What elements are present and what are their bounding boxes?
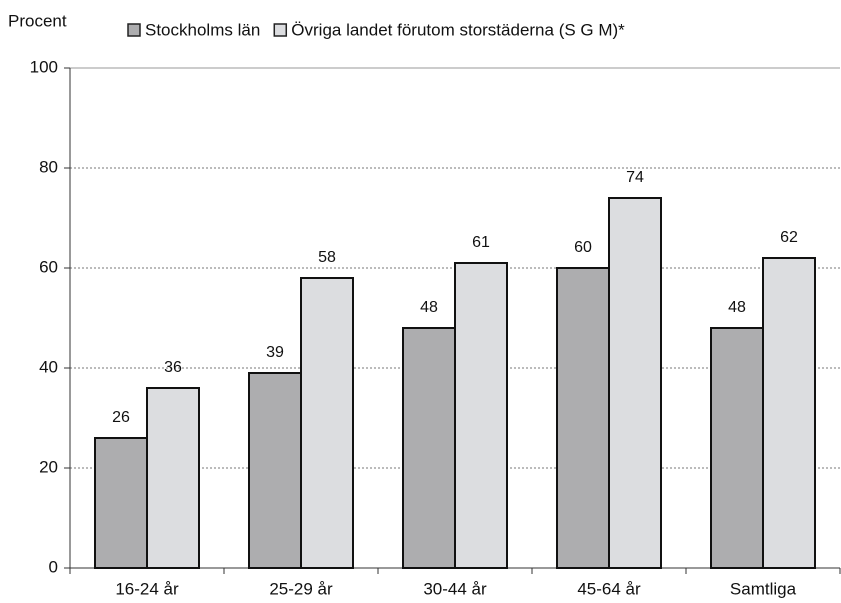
x-tick-label: 16-24 år xyxy=(115,579,179,598)
legend-swatch xyxy=(273,23,288,37)
bar xyxy=(710,327,764,569)
y-axis-label: Procent xyxy=(8,11,67,30)
legend-swatch xyxy=(127,23,141,37)
value-label: 26 xyxy=(112,409,130,426)
x-tick-label: 25-29 år xyxy=(269,579,333,598)
y-tick-label: 100 xyxy=(30,57,58,76)
value-label: 36 xyxy=(164,359,182,376)
y-tick-label: 60 xyxy=(39,257,58,276)
value-label: 62 xyxy=(780,229,798,246)
bar xyxy=(94,437,148,569)
legend-label: Övriga landet förutom storstäderna (S G … xyxy=(291,20,625,39)
bar xyxy=(454,262,508,569)
value-label: 60 xyxy=(574,239,592,256)
legend-label: Stockholms län xyxy=(145,20,260,39)
value-label: 48 xyxy=(728,299,746,316)
y-tick-label: 80 xyxy=(39,157,58,176)
y-tick-label: 40 xyxy=(39,357,58,376)
bar xyxy=(300,277,354,569)
bar xyxy=(146,387,200,569)
bar xyxy=(248,372,302,569)
bar xyxy=(762,257,816,569)
value-label: 74 xyxy=(626,169,644,186)
value-label: 48 xyxy=(420,299,438,316)
bar xyxy=(608,197,662,569)
x-tick-label: 45-64 år xyxy=(577,579,641,598)
value-label: 58 xyxy=(318,249,336,266)
bar xyxy=(556,267,610,569)
bar xyxy=(402,327,456,569)
x-tick-label: 30-44 år xyxy=(423,579,487,598)
x-tick-label: Samtliga xyxy=(730,579,797,598)
value-label: 39 xyxy=(266,344,284,361)
value-label: 61 xyxy=(472,234,490,251)
y-tick-label: 0 xyxy=(49,557,58,576)
y-tick-label: 20 xyxy=(39,457,58,476)
